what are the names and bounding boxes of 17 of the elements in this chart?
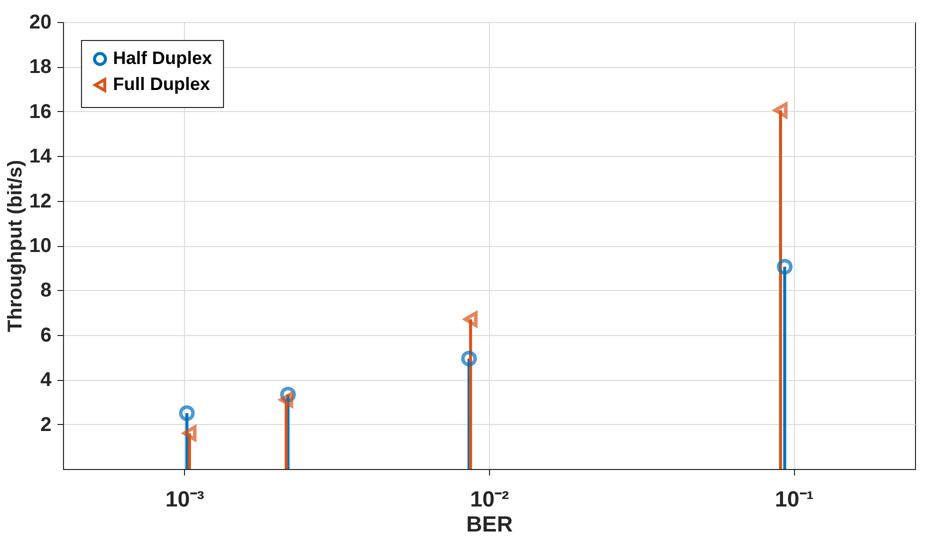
y-tick-label: 4: [40, 369, 52, 392]
y-tick-label: 2: [40, 414, 52, 436]
legend-label: Half Duplex: [113, 48, 212, 68]
y-tick-label: 12: [29, 190, 52, 212]
y-tick-label: 8: [40, 280, 52, 302]
x-tick-label: 10⁻²: [470, 486, 509, 512]
y-tick-label: 14: [29, 146, 52, 168]
y-tick-label: 18: [29, 56, 52, 78]
x-axis-title: BER: [466, 512, 513, 536]
legend-label: Full Duplex: [113, 74, 210, 94]
y-axis-title: Throughput (bit/s): [4, 160, 26, 332]
x-tick-label: 10⁻³: [165, 486, 204, 512]
y-tick-label: 20: [29, 12, 52, 34]
y-tick-label: 10: [29, 235, 52, 257]
y-tick-label: 16: [29, 100, 52, 123]
x-tick-label: 10⁻¹: [774, 486, 814, 512]
y-tick-label: 6: [40, 324, 52, 346]
